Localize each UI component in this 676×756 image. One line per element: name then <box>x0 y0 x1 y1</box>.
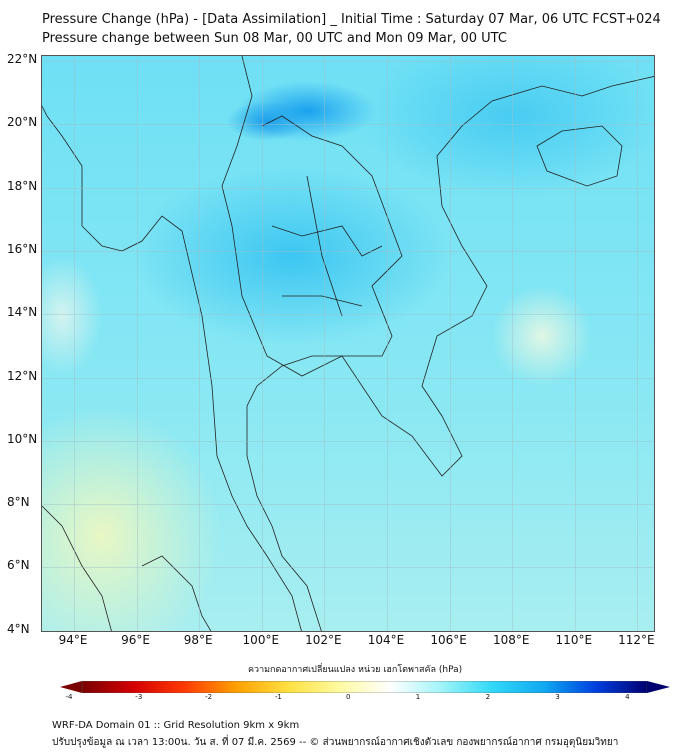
colorbar-tick-label: 1 <box>415 693 421 701</box>
lon-label: 106°E <box>430 633 467 647</box>
lat-gridline <box>42 314 654 316</box>
lat-label: 16°N <box>7 241 38 256</box>
lon-label: 112°E <box>618 633 655 647</box>
lat-label: 14°N <box>7 305 38 320</box>
lon-gridline <box>512 56 514 631</box>
lat-label: 18°N <box>7 178 38 193</box>
lon-gridline <box>136 56 138 631</box>
colorbar-label: ความกดอากาศเปลี่ยนแปลง หน่วย เฮกโตพาสคัล… <box>248 665 463 675</box>
lat-gridline <box>42 124 654 126</box>
lat-label: 22°N <box>7 52 38 66</box>
lat-gridline <box>42 504 654 506</box>
lat-gridline <box>42 61 654 62</box>
lon-gridline <box>261 56 263 631</box>
lat-gridline <box>42 630 654 631</box>
lon-gridline <box>199 56 201 631</box>
footer-credits: ปรับปรุงข้อมูล ณ เวลา 13:00น. วัน ส. ที่… <box>52 737 619 748</box>
lat-label: 10°N <box>7 431 38 446</box>
lat-gridline <box>42 440 654 442</box>
colorbar-tick-label: -4 <box>65 693 73 701</box>
lat-label: 8°N <box>7 495 30 510</box>
footer-model-info: WRF-DA Domain 01 :: Grid Resolution 9km … <box>52 720 300 731</box>
lat-label: 12°N <box>7 368 38 383</box>
lon-label: 110°E <box>555 633 593 647</box>
chart-subtitle: Pressure change between Sun 08 Mar, 00 U… <box>42 31 507 46</box>
lon-gridline <box>574 56 576 631</box>
lon-label: 98°E <box>183 633 213 647</box>
lat-label: 4°N <box>7 621 30 636</box>
lat-label: 20°N <box>7 115 38 130</box>
lon-label: 108°E <box>492 633 530 647</box>
lon-gridline <box>449 56 451 631</box>
colorbar-tick-label: 4 <box>625 693 630 701</box>
colorbar-tick-label: -1 <box>274 693 282 701</box>
colorbar-tick-label: 2 <box>485 693 491 701</box>
lat-label: 6°N <box>7 558 30 573</box>
lon-label: 94°E <box>58 633 88 647</box>
colorbar-graphic <box>60 680 670 694</box>
coastlines-borders <box>42 56 654 631</box>
colorbar <box>60 678 670 694</box>
lat-gridline <box>42 250 654 252</box>
lon-label: 104°E <box>367 633 405 647</box>
colorbar-tick-label: 0 <box>345 693 351 701</box>
lon-gridline <box>637 56 639 631</box>
lat-gridline <box>42 377 654 379</box>
lat-gridline <box>42 567 654 569</box>
lat-gridline <box>42 187 654 189</box>
pressure-change-map <box>41 55 655 632</box>
chart-title: Pressure Change (hPa) - [Data Assimilati… <box>42 12 661 27</box>
lon-label: 100°E <box>242 633 280 647</box>
lon-gridline <box>74 56 75 631</box>
colorbar-tick-label: 3 <box>555 693 560 701</box>
lon-label: 102°E <box>305 633 342 647</box>
lon-gridline <box>387 56 388 631</box>
colorbar-tick-label: -2 <box>205 693 213 701</box>
lon-label: 96°E <box>121 633 151 647</box>
lon-gridline <box>324 56 326 631</box>
colorbar-tick-label: -3 <box>135 693 143 701</box>
